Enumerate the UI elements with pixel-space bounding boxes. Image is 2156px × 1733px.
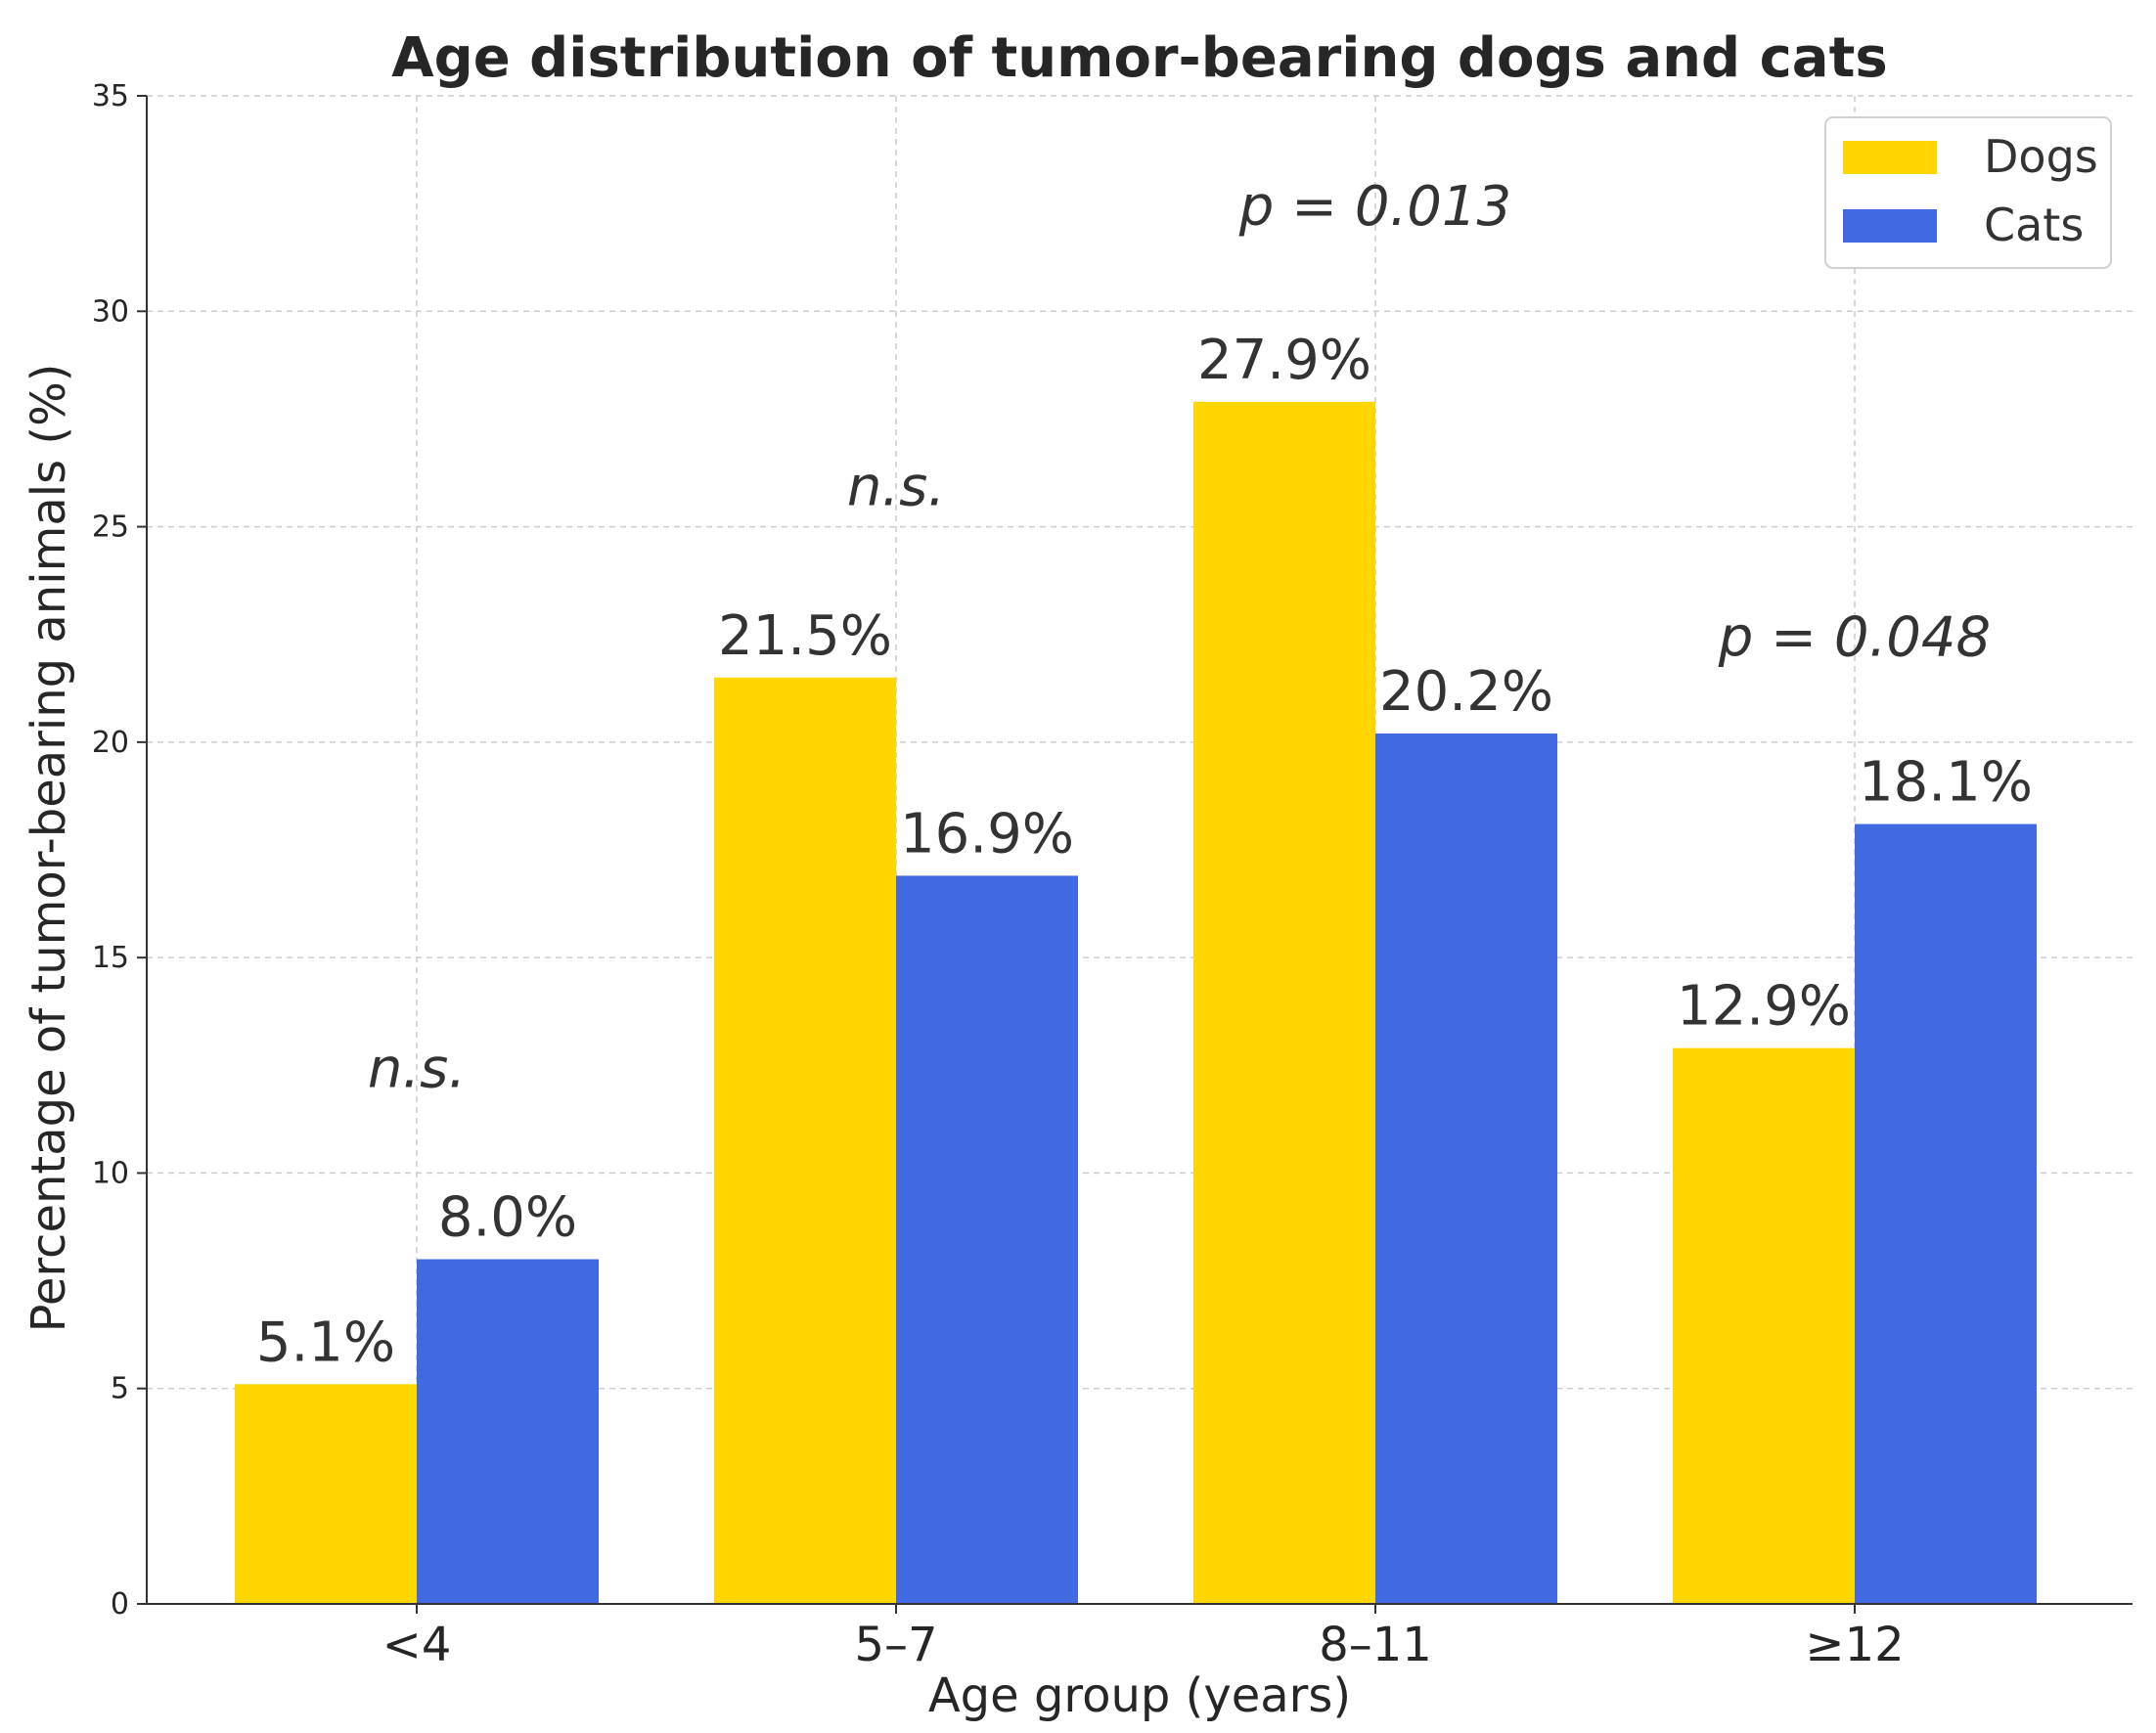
x-axis-label: Age group (years) [928, 1668, 1351, 1723]
annotation-1: n.s. [847, 456, 945, 519]
y-axis-label: Percentage of tumor-bearing animals (%) [22, 364, 76, 1333]
axes [146, 96, 2133, 1605]
bar-dogs-3 [1673, 1047, 1855, 1604]
bar-label-cats-2: 20.2% [1379, 660, 1553, 724]
significance-annotations: n.s. n.s. p = 0.013 p = 0.048 [368, 175, 1991, 1100]
annotation-2: p = 0.013 [1238, 175, 1511, 239]
bar-label-cats-1: 16.9% [900, 802, 1074, 866]
legend-label-dogs: Dogs [1984, 130, 2098, 183]
bar-label-dogs-1: 21.5% [718, 604, 892, 668]
x-tick-label-0: <4 [382, 1618, 452, 1672]
bar-label-dogs-0: 5.1% [256, 1311, 395, 1374]
bar-dogs-0 [235, 1384, 417, 1604]
bars [235, 401, 2037, 1605]
x-tick-label-2: 8–11 [1319, 1618, 1432, 1672]
x-tick-label-3: ≥12 [1805, 1618, 1904, 1672]
y-tick-labels: 0 5 10 15 20 25 30 35 [92, 79, 147, 1622]
annotation-0: n.s. [368, 1037, 466, 1100]
y-tick-label-6: 30 [92, 294, 129, 329]
y-tick-label-3: 15 [92, 941, 129, 975]
bar-label-dogs-3: 12.9% [1677, 975, 1851, 1039]
y-tick-label-5: 25 [92, 511, 129, 545]
bar-label-cats-0: 8.0% [438, 1186, 577, 1250]
y-tick-label-4: 20 [92, 726, 129, 760]
legend: Dogs Cats [1824, 116, 2112, 269]
bar-cats-3 [1855, 823, 2037, 1604]
chart-title: Age distribution of tumor-bearing dogs a… [391, 26, 1887, 90]
x-tick-labels: <4 5–7 8–11 ≥12 [382, 1604, 1905, 1672]
legend-swatch-cats [1843, 209, 1937, 243]
bar-label-dogs-2: 27.9% [1197, 329, 1371, 392]
y-tick-label-7: 35 [92, 79, 129, 113]
bar-cats-1 [896, 875, 1078, 1604]
bar-dogs-2 [1193, 401, 1375, 1605]
x-tick-label-1: 5–7 [854, 1618, 937, 1672]
y-tick-label-1: 5 [111, 1372, 129, 1406]
y-tick-label-0: 0 [111, 1587, 129, 1622]
y-tick-label-2: 10 [92, 1156, 129, 1190]
grid-lines [147, 95, 2133, 1604]
bar-value-labels: 5.1% 21.5% 27.9% 12.9% 8.0% 16.9% 20.2% 18.1% [256, 329, 2033, 1375]
legend-label-cats: Cats [1984, 199, 2084, 251]
bar-label-cats-3: 18.1% [1859, 751, 2033, 815]
annotation-3: p = 0.048 [1718, 606, 1991, 670]
bar-cats-0 [417, 1259, 599, 1604]
bar-cats-2 [1375, 733, 1557, 1604]
bar-dogs-1 [714, 677, 896, 1604]
legend-swatch-dogs [1843, 141, 1937, 174]
